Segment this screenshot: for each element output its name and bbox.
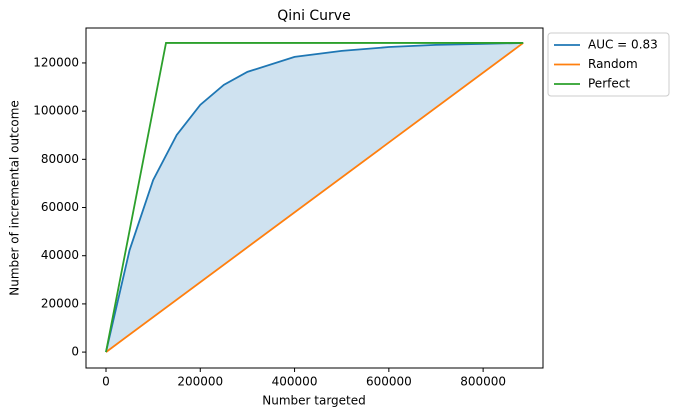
chart-title: Qini Curve	[277, 8, 350, 24]
x-tick-label: 800000	[460, 375, 506, 389]
y-tick-label: 120000	[33, 55, 79, 69]
x-axis-label: Number targeted	[262, 394, 366, 408]
x-tick-label: 400000	[272, 375, 318, 389]
y-tick-label: 100000	[33, 104, 79, 118]
legend-box	[547, 32, 670, 97]
x-tick-label: 200000	[177, 375, 223, 389]
legend-label: Random	[588, 57, 638, 71]
series-line	[105, 42, 524, 353]
y-tick-label: 40000	[41, 248, 79, 262]
series-line	[105, 42, 524, 353]
x-tick-label: 600000	[366, 375, 412, 389]
legend-label: AUC = 0.83	[588, 38, 658, 52]
legend-label: Perfect	[588, 77, 630, 91]
y-tick-label: 80000	[41, 152, 79, 166]
plot-frame	[85, 27, 544, 369]
y-tick-label: 60000	[41, 200, 79, 214]
y-axis-label: Number of incremental outcome	[8, 100, 22, 296]
y-tick-label: 0	[71, 345, 79, 359]
y-tick-label: 20000	[41, 296, 79, 310]
series-line	[105, 42, 524, 353]
x-tick-label: 0	[102, 375, 110, 389]
